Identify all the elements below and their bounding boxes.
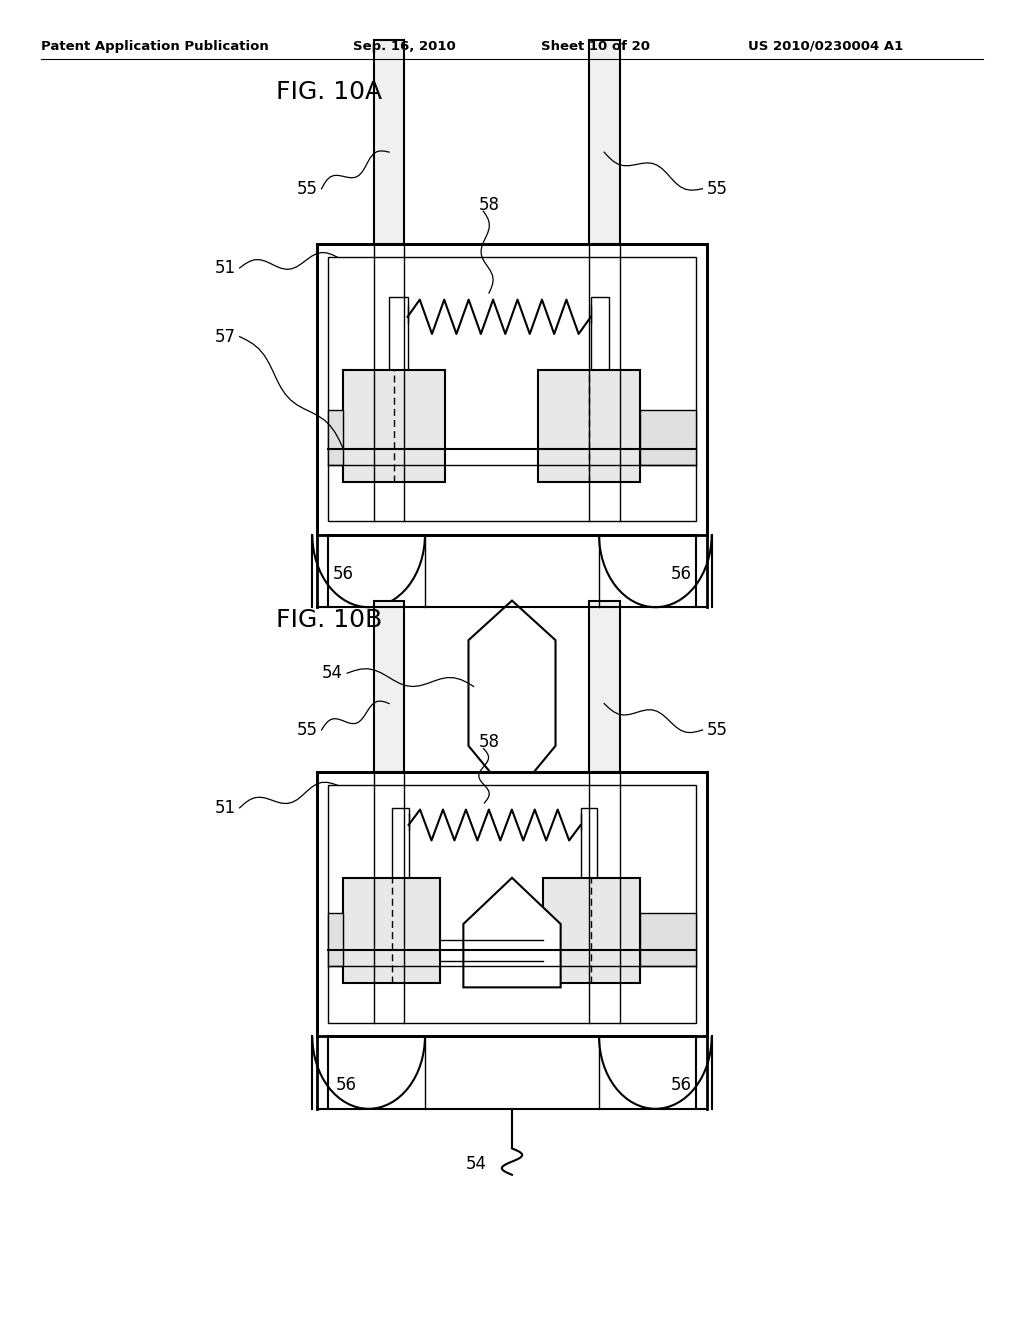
Bar <box>591 297 609 383</box>
Bar <box>328 409 343 465</box>
Text: FIG. 10A: FIG. 10A <box>276 81 383 104</box>
Text: 55: 55 <box>296 180 317 198</box>
Polygon shape <box>469 601 555 772</box>
Bar <box>317 244 707 535</box>
Bar <box>374 40 404 244</box>
Bar <box>343 878 440 983</box>
Text: 51: 51 <box>214 799 236 817</box>
Text: 56: 56 <box>671 565 691 583</box>
Text: FIG. 10B: FIG. 10B <box>276 609 383 632</box>
Text: Sheet 10 of 20: Sheet 10 of 20 <box>541 40 649 53</box>
Text: 57: 57 <box>214 327 236 346</box>
Bar <box>392 808 409 880</box>
Text: Sep. 16, 2010: Sep. 16, 2010 <box>353 40 456 53</box>
Bar <box>328 257 696 521</box>
Text: 56: 56 <box>333 565 353 583</box>
Bar <box>389 297 408 383</box>
Text: 55: 55 <box>707 180 728 198</box>
Bar <box>640 409 696 465</box>
Text: 58: 58 <box>479 733 501 751</box>
Text: 56: 56 <box>671 1076 691 1094</box>
Bar <box>589 40 620 244</box>
Text: 54: 54 <box>322 664 343 682</box>
Text: 58: 58 <box>479 195 501 214</box>
Polygon shape <box>463 878 561 987</box>
Text: 51: 51 <box>214 259 236 277</box>
Bar <box>538 370 640 482</box>
Bar <box>640 913 696 966</box>
Bar <box>589 601 620 772</box>
Text: 55: 55 <box>296 721 317 739</box>
Bar <box>328 913 343 966</box>
Bar <box>343 370 445 482</box>
Text: 55: 55 <box>707 721 728 739</box>
Text: US 2010/0230004 A1: US 2010/0230004 A1 <box>748 40 903 53</box>
Text: 54: 54 <box>466 1155 486 1173</box>
Bar <box>328 785 696 1023</box>
Bar <box>543 878 640 983</box>
Bar <box>581 808 597 880</box>
Text: Patent Application Publication: Patent Application Publication <box>41 40 268 53</box>
Text: 56: 56 <box>336 1076 356 1094</box>
Bar <box>317 772 707 1036</box>
Bar <box>374 601 404 772</box>
